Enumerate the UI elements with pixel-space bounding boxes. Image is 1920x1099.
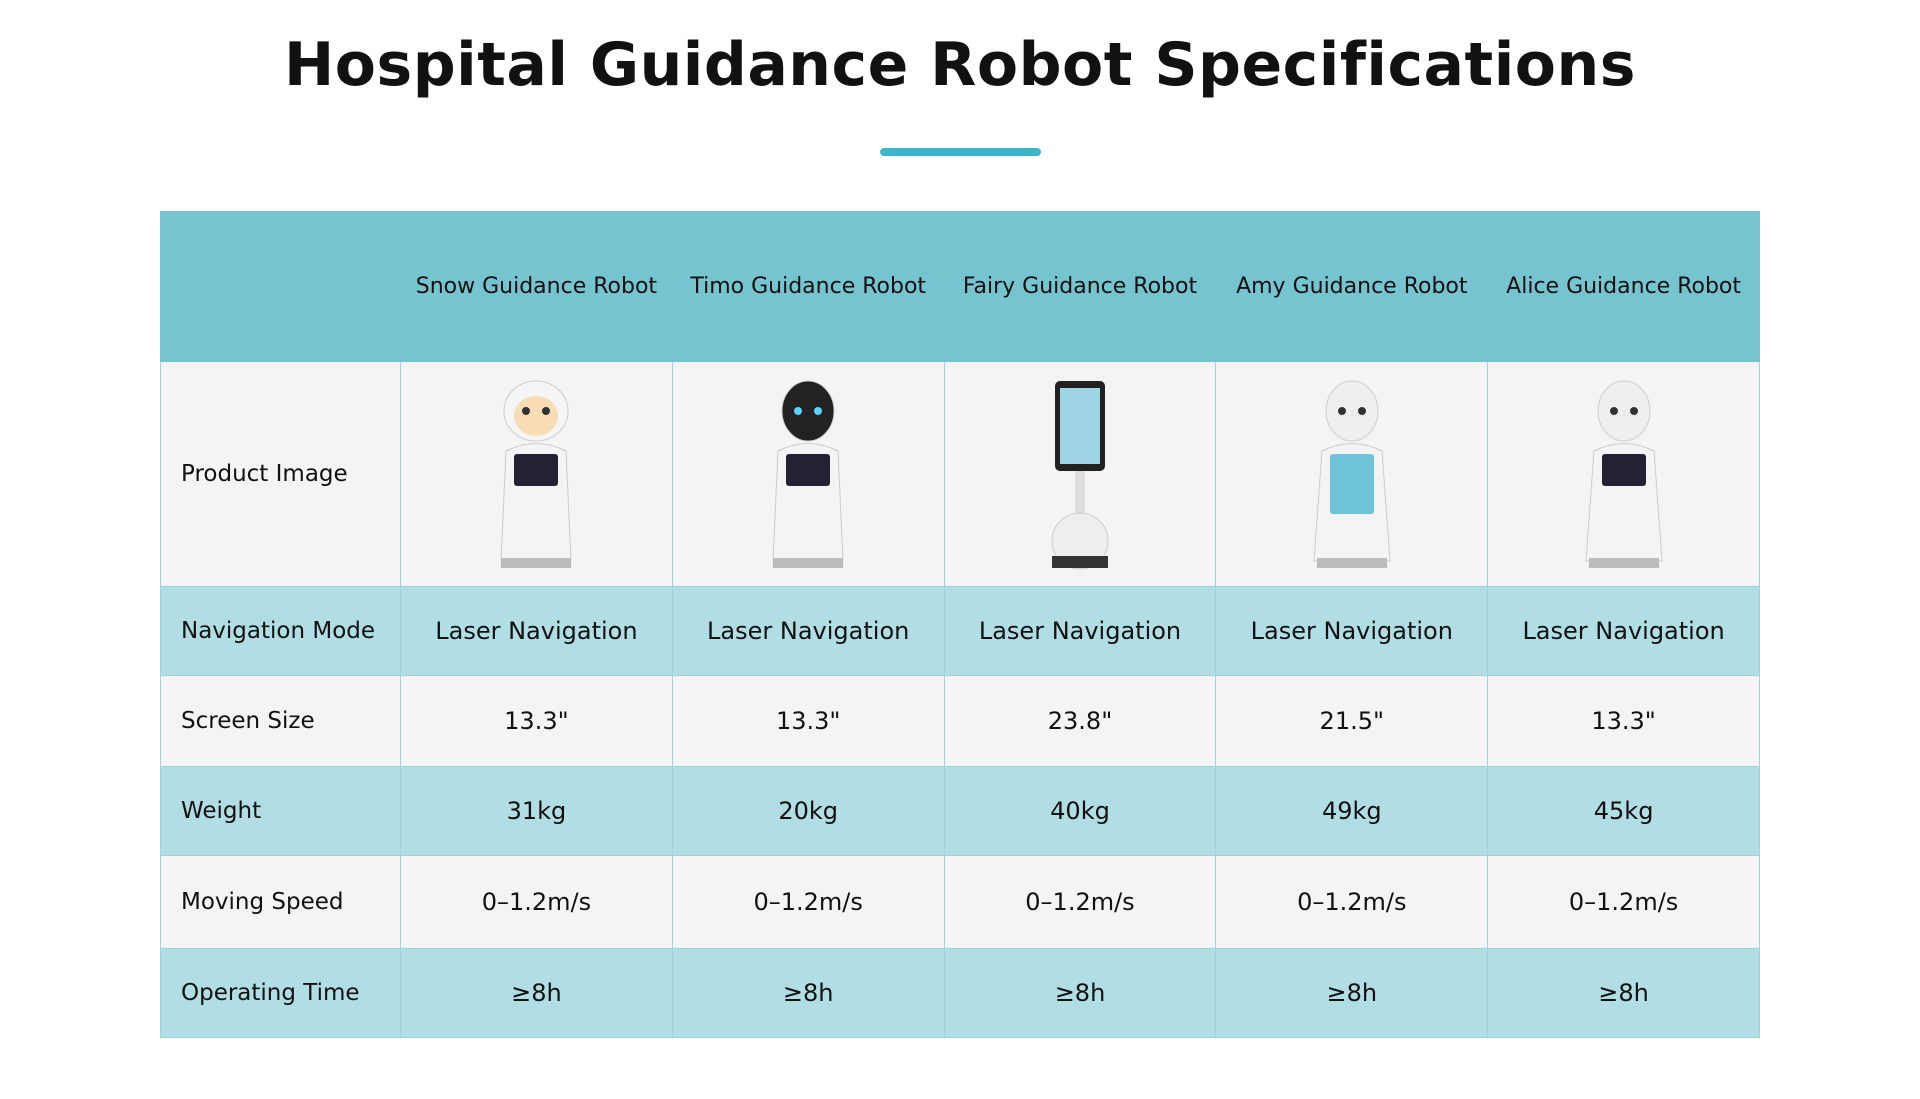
row-label: Navigation Mode [160,586,401,676]
row-label: Weight [160,766,401,856]
image-cell [671,361,945,587]
table-cell: 0–1.2m/s [671,855,945,949]
table-cell: ≥8h [1487,948,1760,1038]
table-cell: ≥8h [1215,948,1489,1038]
table-cell: 13.3" [400,675,673,767]
column-header: Amy Guidance Robot [1215,211,1489,362]
image-cell [943,361,1217,587]
table-row: Moving Speed 0–1.2m/s 0–1.2m/s 0–1.2m/s 0–1.… [160,855,1760,949]
column-header: Fairy Guidance Robot [943,211,1217,362]
table-cell: 31kg [400,766,673,856]
table-cell: ≥8h [943,948,1217,1038]
table-cell: ≥8h [400,948,673,1038]
robot-image [1313,380,1391,568]
table-row: Operating Time ≥8h ≥8h ≥8h ≥8h ≥8h [160,948,1760,1038]
table-cell: 45kg [1487,766,1760,856]
table-row: Weight 31kg 20kg 40kg 49kg 45kg [160,766,1760,856]
image-cell [1487,361,1760,587]
table-cell: Laser Navigation [943,586,1217,676]
table-row: Product Image [160,361,1760,587]
robot-image [1051,381,1109,570]
table-cell: Laser Navigation [1215,586,1489,676]
spec-table: Snow Guidance Robot Timo Guidance Robot Fa… [160,211,1760,1038]
column-header: Timo Guidance Robot [671,211,945,362]
row-label: Moving Speed [160,855,401,949]
header-row: Snow Guidance Robot Timo Guidance Robot Fa… [160,211,1760,362]
table-cell: 13.3" [1487,675,1760,767]
header-corner [160,211,401,362]
table-cell: 0–1.2m/s [1215,855,1489,949]
table-cell: Laser Navigation [1487,586,1760,676]
table-cell: Laser Navigation [400,586,673,676]
table-cell: 20kg [671,766,945,856]
row-label: Screen Size [160,675,401,767]
column-header: Snow Guidance Robot [400,211,673,362]
table-cell: 13.3" [671,675,945,767]
image-cell [1215,361,1489,587]
table-cell: 21.5" [1215,675,1489,767]
table-cell: 49kg [1215,766,1489,856]
image-cell [400,361,673,587]
row-label: Operating Time [160,948,401,1038]
column-header: Alice Guidance Robot [1487,211,1760,362]
table-row: Navigation Mode Laser Navigation Laser Nav… [160,586,1760,676]
table-row: Screen Size 13.3" 13.3" 23.8" 21.5" 13.3" [160,675,1760,767]
table-cell: 0–1.2m/s [1487,855,1760,949]
table-cell: 23.8" [943,675,1217,767]
table-cell: 0–1.2m/s [400,855,673,949]
robot-image [1585,380,1663,568]
robot-image [500,380,572,568]
page-title: Hospital Guidance Robot Specifications [284,30,1636,100]
robot-image [772,380,844,568]
table-cell: ≥8h [671,948,945,1038]
row-label: Product Image [160,361,401,587]
table-cell: 40kg [943,766,1217,856]
table-cell: 0–1.2m/s [943,855,1217,949]
table-cell: Laser Navigation [671,586,945,676]
title-underline [880,148,1041,156]
